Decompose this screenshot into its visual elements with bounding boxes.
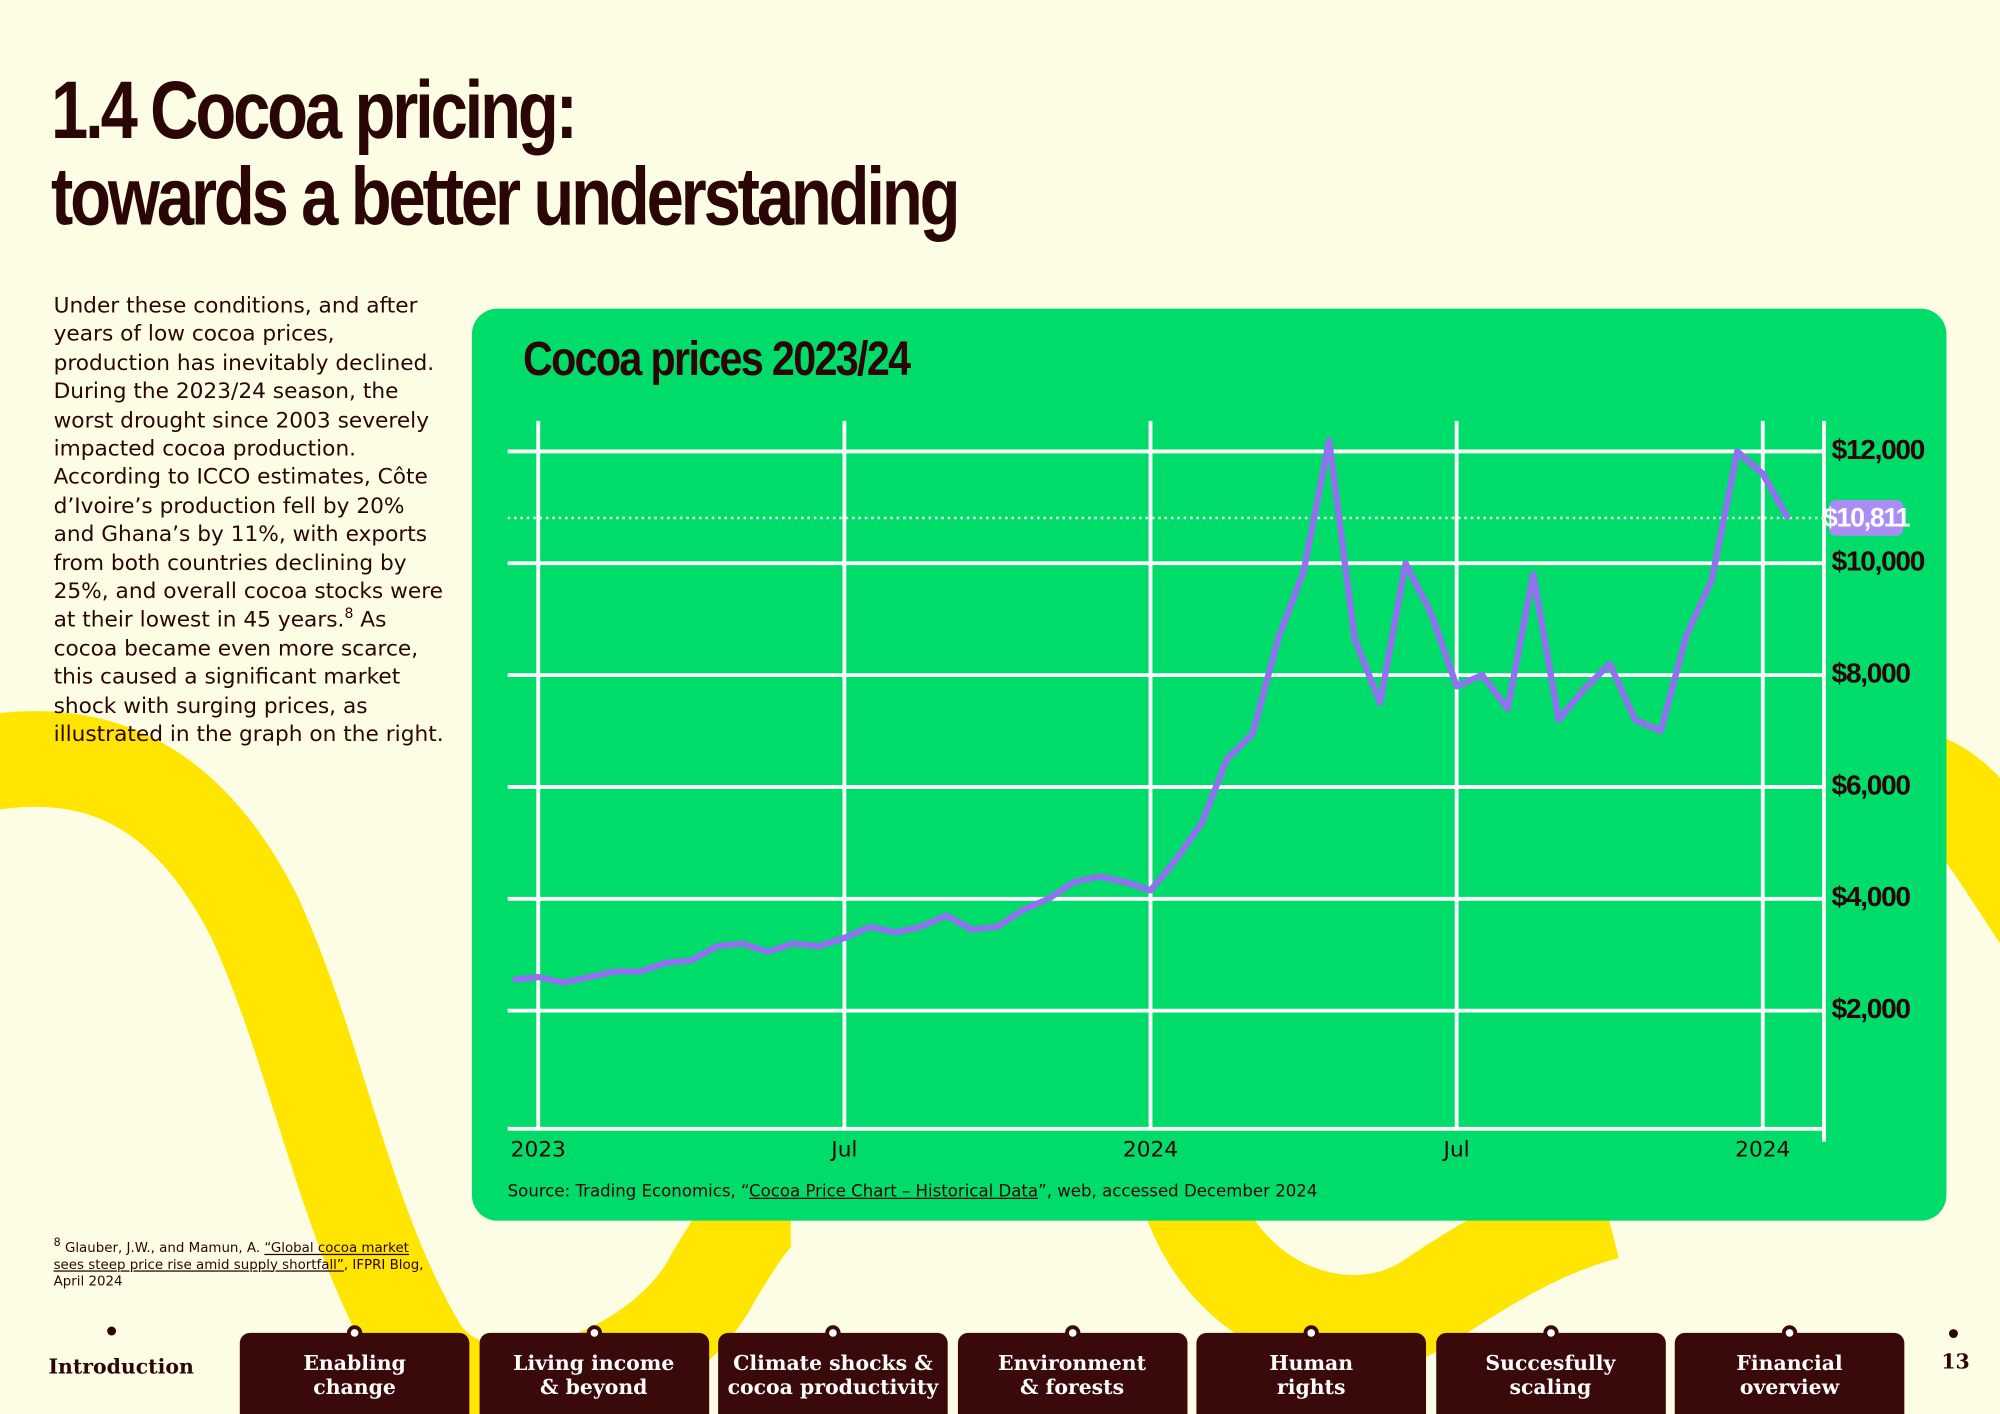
nav-tab[interactable]: Financial overview bbox=[1674, 1325, 1905, 1414]
annotation-label: $10,811 bbox=[1823, 502, 1911, 532]
link[interactable]: Cocoa Price Chart – Historical Data bbox=[749, 1182, 1039, 1202]
nav-label: change bbox=[313, 1374, 396, 1400]
x-tick-label: 2023 bbox=[511, 1138, 566, 1163]
y-tick-label: $10,000 bbox=[1832, 546, 1925, 577]
nav-dot bbox=[1781, 1325, 1798, 1341]
text: Under these conditions, and after years … bbox=[53, 293, 443, 634]
decor-squiggle bbox=[1140, 1165, 1620, 1371]
chart-title: Cocoa prices 2023/24 bbox=[523, 331, 911, 386]
text: As cocoa became even more scarce, this c… bbox=[53, 607, 444, 748]
nav-tab[interactable]: Enabling change bbox=[239, 1325, 470, 1414]
nav-label: Enabling bbox=[303, 1350, 406, 1375]
nav-dot bbox=[1303, 1325, 1319, 1341]
nav-dot bbox=[1064, 1325, 1080, 1341]
nav-label: Living income bbox=[513, 1350, 675, 1375]
text: , IFPRI Blog, April 2024 bbox=[53, 1257, 424, 1289]
x-tick-label: 2024 bbox=[1123, 1138, 1178, 1163]
nav-label: scaling bbox=[1509, 1374, 1592, 1400]
nav-tab[interactable]: Climate shocks & cocoa productivity bbox=[718, 1325, 948, 1414]
x-tick-label: Jul bbox=[1442, 1138, 1470, 1163]
nav-label: rights bbox=[1276, 1374, 1346, 1400]
nav-dot bbox=[586, 1325, 602, 1341]
decor-squiggle bbox=[0, 711, 796, 1414]
nav-tab[interactable]: Succesfully scaling bbox=[1435, 1325, 1666, 1414]
nav-dot bbox=[346, 1325, 363, 1341]
title-line: 1.4 Cocoa pricing: bbox=[51, 63, 578, 156]
chart-source: Source: Trading Economics, “Cocoa Price … bbox=[508, 1182, 1318, 1201]
nav-label: Succesfully bbox=[1485, 1350, 1616, 1375]
x-tick-label: Jul bbox=[829, 1138, 857, 1163]
nav-label: & beyond bbox=[540, 1374, 648, 1400]
link[interactable]: “Global cocoa market sees steep price ri… bbox=[53, 1240, 409, 1273]
page-title: 1.4 Cocoa pricing: towards a better unde… bbox=[51, 63, 960, 243]
dot bbox=[1948, 1329, 1958, 1339]
title-line: towards a better understanding bbox=[51, 150, 960, 243]
y-tick-label: $12,000 bbox=[1832, 434, 1925, 465]
y-tick-label: $4,000 bbox=[1832, 881, 1911, 912]
nav-dot bbox=[107, 1326, 117, 1336]
y-tick-label: $8,000 bbox=[1832, 658, 1911, 689]
note-ref: 8 bbox=[344, 605, 354, 623]
page-number-text: 13 bbox=[1941, 1349, 1970, 1374]
nav-label: Financial bbox=[1736, 1350, 1843, 1375]
text: Source: Trading Economics, “ bbox=[507, 1182, 750, 1202]
nav-label: Environment bbox=[998, 1350, 1147, 1375]
text: ”, web, accessed December 2024 bbox=[1038, 1182, 1318, 1202]
nav-label: & forests bbox=[1020, 1374, 1125, 1400]
page-number: 13 bbox=[1941, 1329, 1970, 1374]
y-tick-label: $6,000 bbox=[1832, 769, 1911, 800]
chart-panel bbox=[471, 308, 1947, 1221]
x-tick-label: 2024 bbox=[1735, 1138, 1790, 1163]
nav-label: cocoa productivity bbox=[727, 1374, 939, 1400]
nav-dot bbox=[1542, 1325, 1559, 1341]
annotation-box bbox=[1829, 500, 1904, 536]
y-tick-label: $2,000 bbox=[1832, 993, 1911, 1024]
note-marker: 8 bbox=[53, 1237, 61, 1250]
text: Glauber, J.W., and Mamun, A. bbox=[60, 1240, 265, 1256]
nav-tab[interactable]: Environment & forests bbox=[957, 1325, 1187, 1414]
nav-label: Climate shocks & bbox=[733, 1350, 933, 1375]
nav-tab[interactable]: Human rights bbox=[1196, 1325, 1427, 1414]
nav-dot bbox=[825, 1325, 841, 1341]
footnote: 8 Glauber, J.W., and Mamun, A. “Global c… bbox=[54, 1236, 424, 1290]
nav-label: Human bbox=[1269, 1350, 1354, 1375]
nav-introduction[interactable]: Introduction bbox=[48, 1326, 194, 1379]
series-line bbox=[512, 437, 1792, 986]
nav-label: Introduction bbox=[48, 1354, 194, 1379]
body-text: Under these conditions, and after years … bbox=[54, 292, 449, 749]
nav-label: overview bbox=[1739, 1374, 1840, 1400]
nav-tab[interactable]: Living income & beyond bbox=[478, 1325, 709, 1414]
